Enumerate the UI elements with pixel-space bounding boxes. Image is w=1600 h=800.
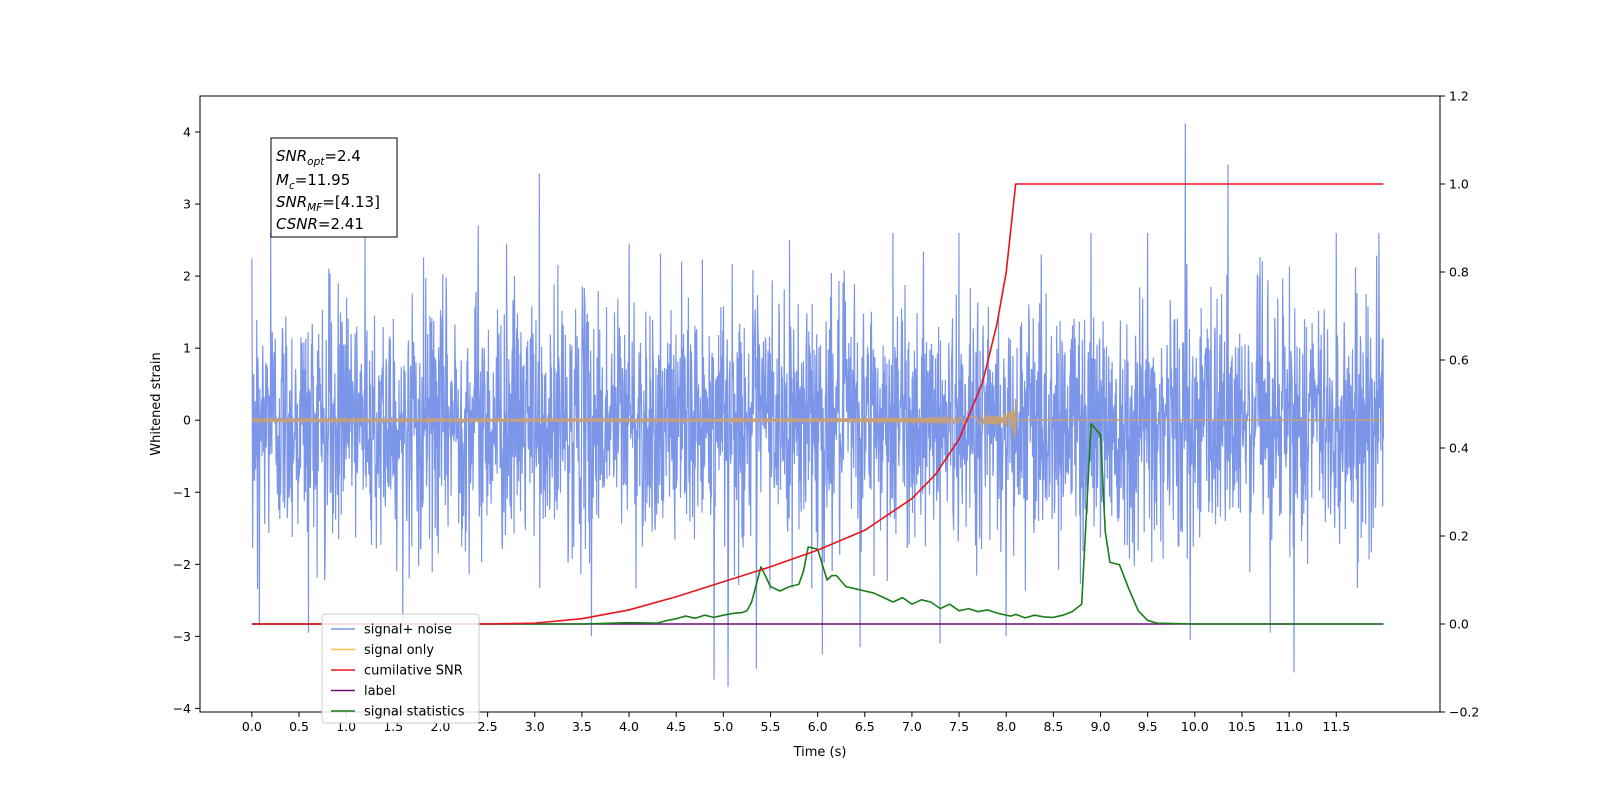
y2-tick-label: 0.0 [1449, 617, 1469, 632]
y2-tick-label: 0.2 [1449, 529, 1469, 544]
y-tick-label: 2 [183, 269, 191, 284]
y-tick-label: 4 [183, 125, 191, 140]
y-tick-label: −2 [173, 557, 191, 572]
y-tick-label: −4 [173, 701, 191, 716]
legend-label: label [364, 684, 395, 699]
x-tick-label: 3.0 [525, 719, 545, 734]
series-signal-statistics-line [251, 423, 1384, 625]
x-tick-label: 11.0 [1275, 719, 1303, 734]
y-tick-label: 3 [183, 197, 191, 212]
x-tick-label: 8.0 [996, 719, 1016, 734]
x-tick-label: 10.5 [1228, 719, 1256, 734]
x-tick-label: 9.5 [1138, 719, 1158, 734]
y-axis-right: −0.2 0.0 0.2 0.4 0.6 0.8 1.0 1.2 [1440, 89, 1479, 720]
snr-mf-sub: MF [307, 202, 323, 214]
mc-value: =11.95 [295, 171, 351, 189]
x-tick-label: 0.5 [289, 719, 309, 734]
snr-opt-value: =2.4 [324, 147, 360, 165]
plot-frame [199, 95, 1441, 713]
x-tick-label: 9.0 [1091, 719, 1111, 734]
snr-opt-base: SNR [276, 147, 307, 165]
snr-opt-sub: opt [307, 156, 325, 168]
legend-label: signal+ noise [364, 623, 452, 638]
x-axis-label: Time (s) [793, 745, 847, 760]
svg-text:Mc=11.95: Mc=11.95 [276, 171, 350, 192]
mc-sub: c [289, 180, 295, 192]
y-tick-label: 1 [183, 341, 191, 356]
y-tick-label: −1 [173, 485, 191, 500]
y2-tick-label: −0.2 [1449, 705, 1479, 720]
legend-label: signal statistics [364, 705, 465, 720]
series-cumilative-snr-line [251, 183, 1384, 625]
csnr-value: =2.41 [318, 215, 364, 233]
x-tick-label: 3.5 [572, 719, 592, 734]
snr-mf-base: SNR [276, 193, 307, 211]
svg-text:SNRopt=2.4: SNRopt=2.4 [276, 147, 361, 168]
svg-text:SNRMF=[4.13]: SNRMF=[4.13] [276, 193, 380, 214]
y-tick-label: −3 [173, 629, 191, 644]
y-axis-label: Whitened strain [149, 352, 164, 455]
y-axis-left: −4 −3 −2 −1 0 1 2 3 4 [173, 125, 200, 716]
x-tick-label: 0.0 [242, 719, 262, 734]
x-tick-label: 4.0 [619, 719, 639, 734]
legend-label: signal only [364, 643, 434, 658]
x-tick-label: 6.0 [808, 719, 828, 734]
x-tick-label: 10.0 [1181, 719, 1209, 734]
x-tick-label: 5.5 [761, 719, 781, 734]
legend-label: cumilative SNR [364, 664, 463, 679]
y-tick-label: 0 [183, 413, 191, 428]
snr-mf-value: =[4.13] [322, 193, 380, 211]
x-tick-label: 6.5 [855, 719, 875, 734]
x-tick-label: 7.0 [902, 719, 922, 734]
x-tick-label: 2.5 [478, 719, 498, 734]
legend: signal+ noise signal only cumilative SNR la… [321, 613, 480, 724]
x-tick-label: 11.5 [1322, 719, 1350, 734]
csnr-base: CSNR [276, 215, 318, 233]
y2-tick-label: 1.2 [1449, 89, 1469, 104]
series-signal-noise-line [251, 123, 1385, 687]
x-tick-label: 7.5 [949, 719, 969, 734]
series-signal-only-line [251, 398, 1384, 439]
x-tick-label: 5.0 [713, 719, 733, 734]
x-tick-label: 8.5 [1043, 719, 1063, 734]
x-axis: 0.0 0.5 1.0 1.5 2.0 2.5 3.0 3.5 4.0 4.5 5.0 5.5 6.0 6… [242, 712, 1350, 734]
svg-text:CSNR=2.41: CSNR=2.41 [276, 215, 364, 233]
annotation-box: SNRopt=2.4 Mc=11.95 SNRMF=[4.13] CSNR=2.… [270, 137, 398, 238]
x-tick-label: 4.5 [666, 719, 686, 734]
y2-tick-label: 1.0 [1449, 177, 1469, 192]
y2-tick-label: 0.6 [1449, 353, 1469, 368]
mc-base: M [276, 171, 289, 189]
y2-tick-label: 0.4 [1449, 441, 1469, 456]
y2-tick-label: 0.8 [1449, 265, 1469, 280]
